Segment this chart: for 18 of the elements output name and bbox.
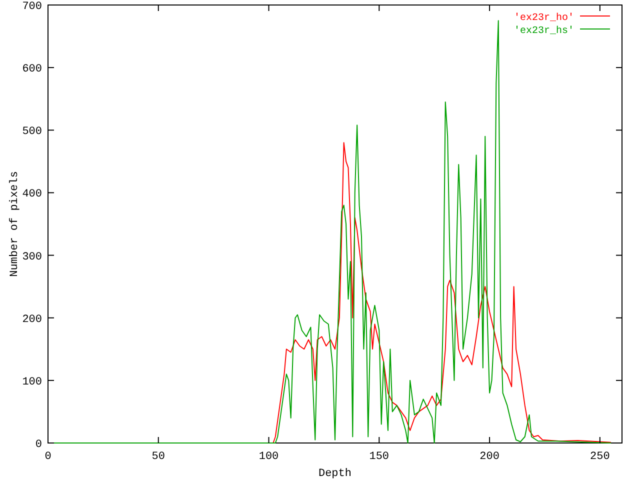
x-tick-label: 200 [480, 451, 500, 463]
x-tick-label: 250 [590, 451, 610, 463]
y-tick-label: 600 [22, 64, 42, 76]
x-tick-label: 150 [369, 451, 390, 463]
legend-label: 'ex23r_ho' [514, 12, 574, 24]
y-tick-label: 700 [22, 1, 42, 13]
y-tick-label: 0 [35, 439, 42, 451]
legend-label: 'ex23r_hs' [514, 25, 574, 37]
y-tick-label: 400 [22, 188, 42, 201]
y-tick-label: 200 [22, 314, 42, 326]
x-tick-label: 0 [44, 451, 52, 463]
y-axis-title: Number of pixels [9, 171, 21, 277]
x-axis-title: Depth [318, 468, 352, 480]
y-tick-label: 500 [22, 126, 42, 138]
y-tick-label: 300 [22, 251, 42, 264]
x-tick-label: 50 [152, 451, 165, 463]
x-tick-label: 100 [258, 451, 279, 463]
y-tick-label: 100 [22, 376, 42, 388]
